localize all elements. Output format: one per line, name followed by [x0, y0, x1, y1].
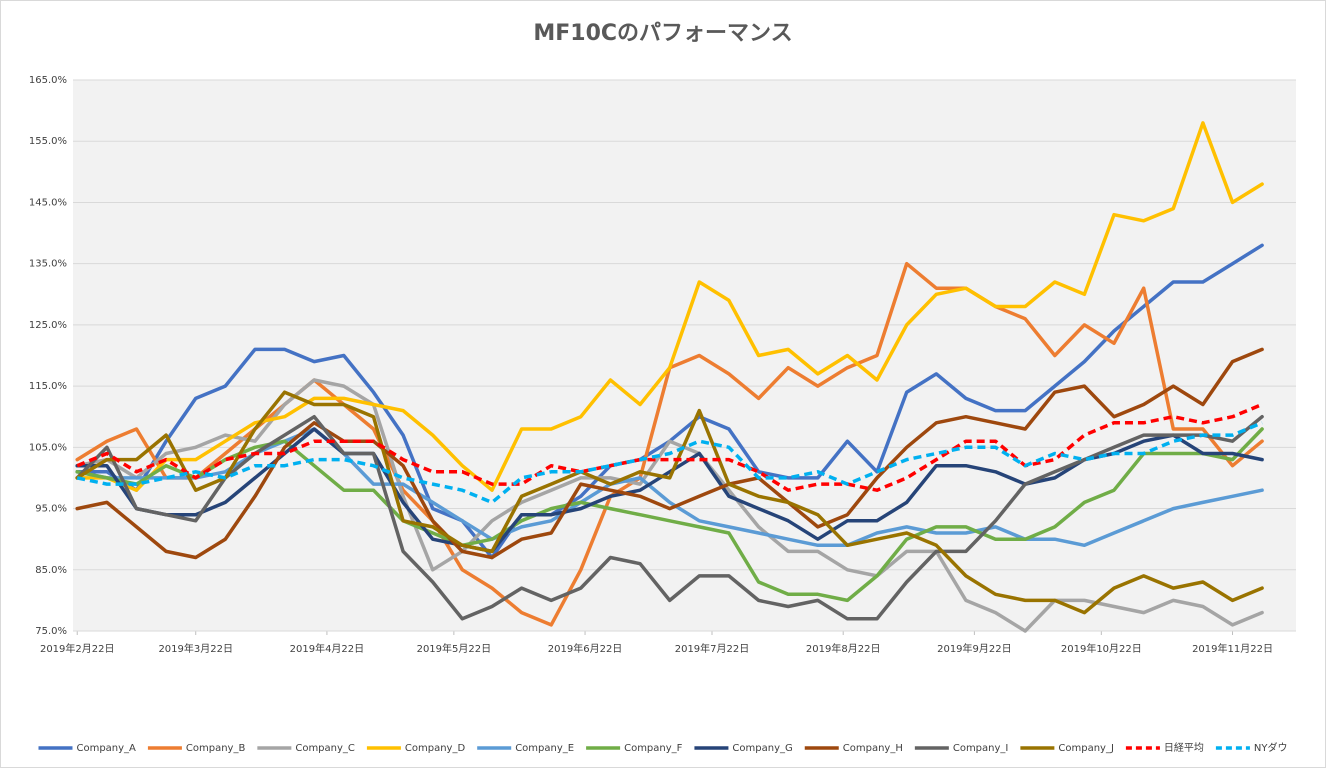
- legend-label: Company_H: [843, 743, 903, 754]
- x-tick-label: 2019年11月22日: [1192, 642, 1273, 655]
- legend-label: Company_D: [405, 743, 466, 754]
- legend-item: Company_H: [804, 743, 903, 754]
- y-tick-label: 115.0%: [29, 381, 67, 392]
- legend-label: Company_A: [76, 743, 136, 754]
- y-tick-label: 75.0%: [35, 626, 67, 637]
- legend-item: Company_A: [38, 743, 136, 754]
- y-tick-label: 135.0%: [29, 259, 67, 270]
- legend-label: Company_I: [953, 743, 1009, 754]
- chart-title: MF10Cのパフォーマンス: [533, 21, 792, 46]
- legend-item: 日経平均: [1125, 741, 1204, 754]
- series-line: [75, 427, 1264, 548]
- legend-item: Company_B: [147, 743, 246, 754]
- plot-area: [73, 80, 1296, 631]
- x-tick-label: 2019年7月22日: [675, 642, 750, 655]
- x-tick-label: 2019年9月22日: [937, 642, 1012, 655]
- legend-item: Company_C: [257, 743, 355, 754]
- legend-item: Company_I: [914, 743, 1009, 754]
- legend-item: Company_D: [366, 743, 466, 754]
- x-tick-label: 2019年4月22日: [290, 642, 365, 655]
- y-tick-label: 145.0%: [29, 197, 67, 208]
- legend-label: Company_E: [515, 743, 574, 754]
- legend-item: Company_J: [1020, 743, 1114, 754]
- x-tick-label: 2019年6月22日: [548, 642, 623, 655]
- legend-label: Company_J: [1058, 743, 1114, 754]
- legend-item: Company_E: [477, 743, 574, 754]
- x-tick-label: 2019年10月22日: [1061, 642, 1142, 655]
- x-tick-label: 2019年5月22日: [417, 642, 492, 655]
- legend-label: 日経平均: [1164, 741, 1204, 754]
- series-line: [76, 421, 1263, 505]
- y-tick-label: 155.0%: [29, 136, 67, 147]
- series-line: [75, 414, 1264, 621]
- series-line: [75, 347, 1264, 560]
- legend-label: Company_F: [624, 743, 683, 754]
- series-line: [75, 378, 1264, 633]
- y-tick-label: 85.0%: [35, 565, 67, 576]
- y-tick-label: 105.0%: [29, 442, 67, 453]
- legend-label: Company_C: [295, 743, 355, 754]
- legend-item: NYダウ: [1215, 741, 1288, 754]
- x-tick-label: 2019年8月22日: [806, 642, 881, 655]
- series-line: [75, 121, 1264, 492]
- legend-item: Company_G: [694, 743, 793, 754]
- legend-item: Company_F: [586, 743, 683, 754]
- legend-label: Company_G: [732, 743, 792, 754]
- series-line: [75, 390, 1264, 615]
- y-tick-label: 95.0%: [35, 504, 67, 515]
- y-tick-label: 125.0%: [29, 320, 67, 331]
- y-tick-label: 165.0%: [29, 75, 67, 86]
- x-tick-label: 2019年2月22日: [40, 642, 115, 655]
- legend-label: NYダウ: [1254, 741, 1288, 754]
- x-tick-label: 2019年3月22日: [158, 642, 233, 655]
- legend-label: Company_B: [186, 743, 246, 754]
